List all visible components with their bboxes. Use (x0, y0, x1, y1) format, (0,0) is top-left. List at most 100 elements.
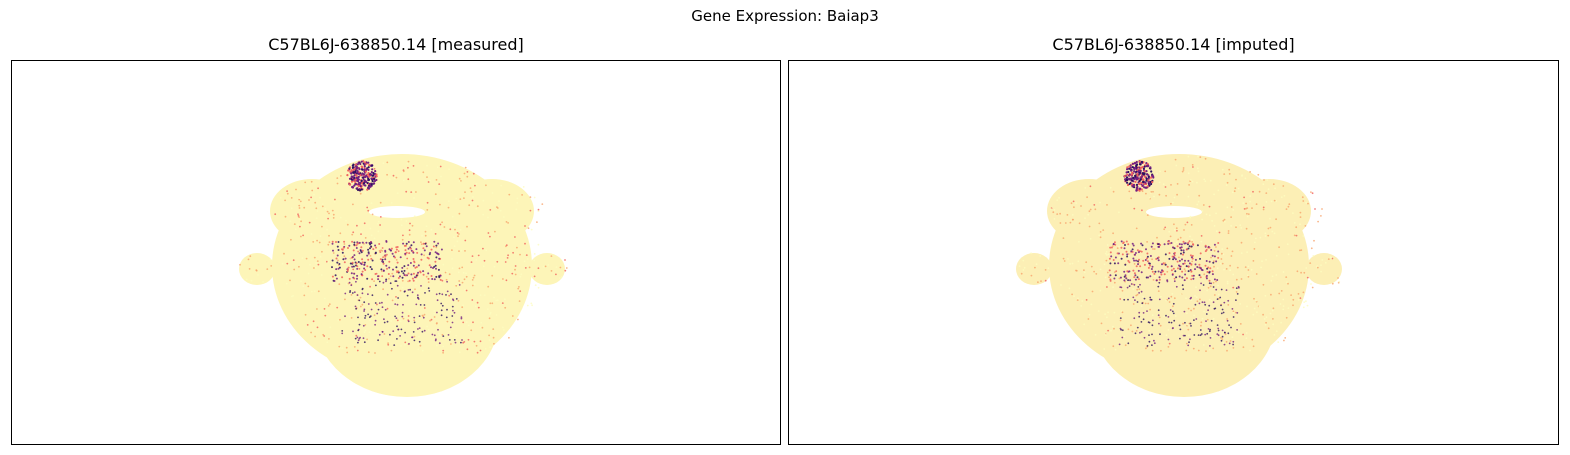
expression-spot (1267, 234, 1270, 237)
expression-spot (384, 308, 387, 311)
expression-spot (1158, 278, 1161, 281)
expression-spot (1249, 195, 1252, 198)
expression-spot (1094, 333, 1097, 336)
expression-spot (502, 278, 504, 280)
expression-spot (310, 233, 313, 235)
expression-spot (1102, 229, 1105, 232)
expression-spot (464, 191, 466, 194)
expression-spot (399, 335, 401, 337)
expression-spot (1168, 301, 1171, 303)
expression-spot (1207, 245, 1210, 248)
expression-spot (1170, 265, 1173, 268)
expression-spot (1188, 341, 1190, 344)
expression-spot (1234, 187, 1237, 189)
expression-spot (331, 259, 334, 262)
expression-spot (1163, 315, 1165, 318)
expression-spot (1167, 346, 1170, 348)
expression-spot (1173, 254, 1176, 257)
expression-spot (1280, 321, 1282, 324)
expression-spot (1187, 270, 1190, 273)
expression-spot (401, 279, 404, 282)
expression-spot (1083, 271, 1086, 274)
expression-spot (328, 212, 330, 215)
expression-spot (1189, 269, 1192, 271)
expression-spot (1141, 184, 1144, 187)
expression-spot (426, 325, 428, 328)
expression-spot (1283, 194, 1286, 197)
expression-spot (1113, 311, 1116, 314)
expression-spot (1112, 190, 1115, 193)
expression-spot (408, 310, 411, 313)
expression-spot (391, 287, 393, 290)
expression-spot (386, 173, 388, 176)
expression-spot (1231, 250, 1234, 253)
expression-spot (1187, 344, 1190, 347)
expression-spot (1194, 263, 1197, 266)
expression-spot (1223, 173, 1226, 175)
expression-spot (523, 260, 526, 263)
expression-spot (1199, 267, 1202, 270)
expression-spot (245, 278, 248, 281)
expression-spot (300, 280, 302, 282)
expression-spot (1264, 235, 1267, 237)
expression-spot (1099, 231, 1102, 233)
expression-spot (1272, 318, 1274, 320)
expression-spot (353, 346, 356, 348)
expression-spot (346, 174, 349, 177)
expression-spot (559, 266, 562, 269)
expression-spot (1312, 255, 1315, 257)
expression-spot (1137, 286, 1140, 288)
expression-spot (430, 228, 433, 231)
expression-spot (412, 253, 415, 256)
expression-spot (1176, 183, 1179, 185)
expression-spot (1207, 286, 1210, 289)
measured-panel-title: C57BL6J-638850.14 [measured] (268, 35, 524, 54)
expression-spot (359, 162, 362, 166)
expression-spot (451, 267, 454, 270)
expression-spot (1174, 258, 1177, 261)
expression-spot (368, 175, 371, 178)
expression-spot (461, 266, 464, 269)
expression-spot (366, 206, 369, 209)
expression-spot (372, 172, 375, 175)
expression-spot (1151, 242, 1154, 245)
expression-spot (367, 161, 370, 164)
imputed-tissue-section (1016, 154, 1342, 397)
expression-spot (1112, 345, 1115, 348)
expression-spot (1201, 218, 1203, 221)
expression-spot (489, 311, 492, 314)
expression-spot (356, 274, 359, 277)
expression-spot (462, 271, 465, 274)
expression-spot (412, 279, 415, 282)
expression-spot (293, 223, 296, 226)
expression-spot (367, 168, 370, 171)
expression-spot (299, 225, 301, 228)
expression-spot (1125, 240, 1128, 243)
expression-spot (353, 258, 356, 261)
expression-spot (441, 279, 444, 282)
expression-spot (1287, 307, 1290, 309)
expression-spot (359, 305, 362, 308)
expression-spot (1134, 174, 1137, 177)
expression-spot (487, 285, 490, 288)
expression-spot (1255, 203, 1258, 206)
expression-spot (382, 288, 384, 291)
expression-spot (1179, 268, 1182, 270)
expression-spot (431, 278, 434, 280)
expression-spot (379, 251, 382, 254)
expression-spot (1127, 170, 1130, 174)
expression-spot (396, 338, 398, 340)
expression-spot (1084, 217, 1086, 220)
expression-spot (1178, 275, 1181, 278)
expression-spot (311, 189, 314, 192)
expression-spot (474, 184, 476, 187)
expression-spot (454, 228, 456, 231)
expression-spot (1153, 195, 1155, 198)
expression-spot (1302, 200, 1305, 202)
expression-spot (356, 267, 359, 270)
expression-spot (403, 269, 406, 272)
expression-spot (1215, 260, 1218, 263)
expression-spot (386, 267, 388, 270)
expression-spot (455, 298, 458, 300)
expression-spot (1190, 325, 1192, 327)
